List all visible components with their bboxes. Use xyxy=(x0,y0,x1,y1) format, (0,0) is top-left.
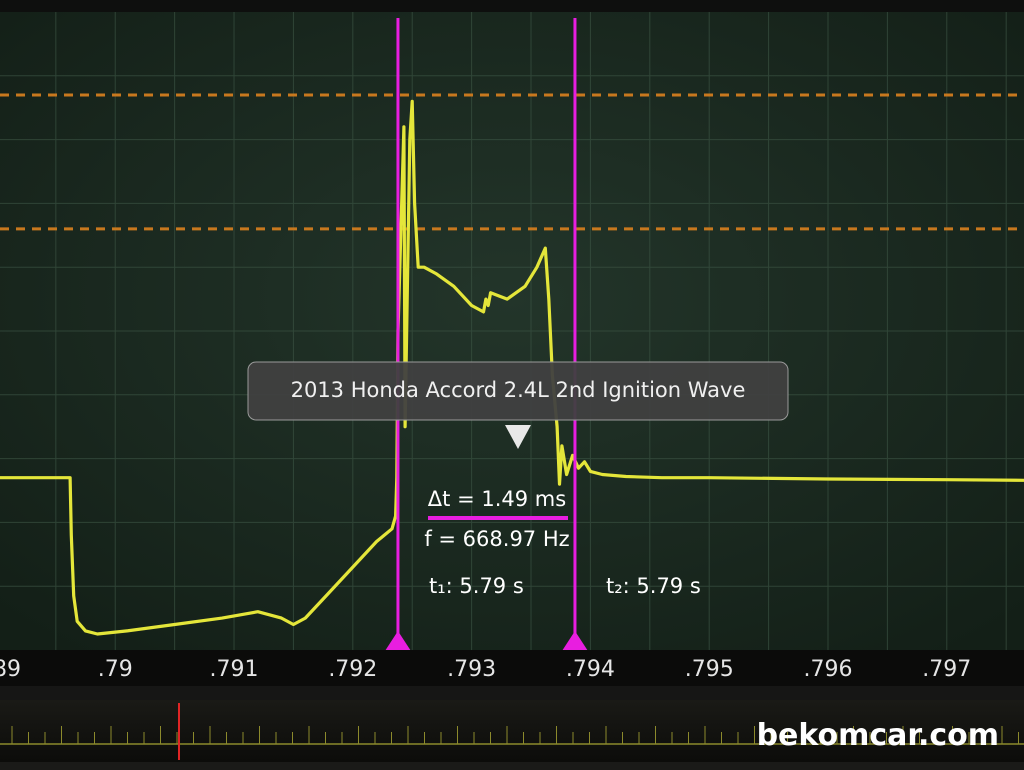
x-tick-label-1: .79 xyxy=(98,657,133,682)
grid-lines xyxy=(0,12,1024,650)
top-frame xyxy=(0,0,1024,12)
x-tick-label-6: .795 xyxy=(685,657,734,682)
cursor-handle-1[interactable] xyxy=(384,631,411,651)
cursors[interactable] xyxy=(384,18,588,651)
t1-readout: t₁: 5.79 s xyxy=(429,574,524,598)
chart-title: 2013 Honda Accord 2.4L 2nd Ignition Wave xyxy=(291,378,746,402)
x-tick-label-2: .791 xyxy=(210,657,259,682)
delta-t-readout: Δt = 1.49 ms xyxy=(428,487,566,511)
bottom-frame xyxy=(0,762,1024,770)
title-pointer xyxy=(505,425,531,449)
overview-pulses xyxy=(11,726,1019,744)
measurement-readout: Δt = 1.49 ms f = 668.97 Hz t₁: 5.79 s t₂… xyxy=(424,487,700,598)
x-tick-labels: .789 .79 .791 .792 .793 .794 .795 .796 .797 xyxy=(0,657,971,682)
frequency-readout: f = 668.97 Hz xyxy=(424,527,569,551)
title-bubble-box xyxy=(247,361,789,421)
overview-separator xyxy=(0,686,1024,700)
t2-readout: t₂: 5.79 s xyxy=(606,574,701,598)
x-tick-label-0: .789 xyxy=(0,657,21,682)
x-tick-label-8: .797 xyxy=(922,657,971,682)
waveform-trace xyxy=(0,99,1024,636)
x-tick-label-4: .793 xyxy=(447,657,496,682)
x-tick-label-5: .794 xyxy=(566,657,615,682)
watermark: bekomcar.com xyxy=(757,718,999,753)
level-lines xyxy=(0,93,1024,231)
x-axis-strip xyxy=(0,650,1024,686)
cursor-handle-2[interactable] xyxy=(561,631,588,651)
x-tick-label-3: .792 xyxy=(328,657,377,682)
title-bubble: 2013 Honda Accord 2.4L 2nd Ignition Wave xyxy=(247,361,789,449)
x-tick-label-7: .796 xyxy=(803,657,852,682)
